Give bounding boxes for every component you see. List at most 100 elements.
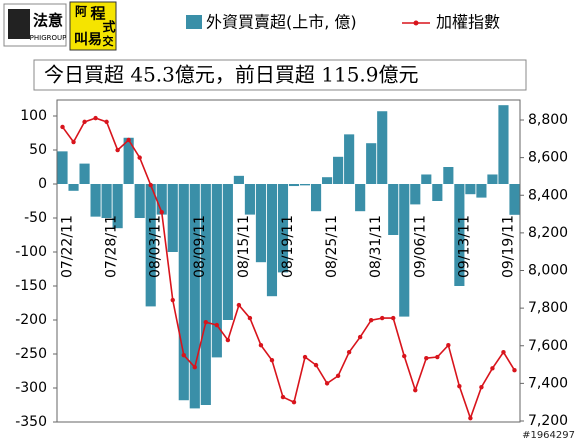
bar [79, 163, 90, 184]
x-tick-label: 08/15/11 [236, 215, 252, 278]
bar [200, 184, 211, 405]
y-tick-label: -250 [15, 346, 47, 362]
index-point [203, 320, 209, 325]
index-point [60, 124, 65, 130]
index-point [280, 394, 286, 400]
index-point [501, 349, 506, 355]
x-tick-label: 08/19/11 [280, 215, 296, 278]
bar [233, 175, 244, 184]
legend: 外資買賣超(上市, 億) 加權指數 [186, 13, 500, 32]
bar [123, 137, 134, 184]
bar [388, 184, 399, 235]
index-point [368, 317, 374, 323]
logo-char: 式 [102, 20, 115, 36]
index-point [148, 182, 153, 188]
bar [498, 105, 509, 184]
logo-right: 阿 程 式 叫 易 交 [69, 1, 117, 51]
bar [189, 184, 200, 409]
index-point [324, 381, 330, 386]
bar [145, 184, 156, 307]
bar [90, 184, 101, 217]
bar [57, 151, 68, 184]
bar [277, 184, 289, 273]
logo-icon [8, 9, 30, 39]
index-point [457, 383, 462, 389]
index-point [391, 315, 396, 321]
index-point [269, 358, 275, 363]
y-tick-label: -300 [15, 380, 47, 396]
index-point [490, 366, 495, 371]
y-tick-label: 50 [29, 142, 47, 158]
bar [101, 184, 112, 218]
bar [344, 134, 355, 184]
y2-tick-label: 8,000 [528, 263, 568, 279]
y2-tick-label: 8,800 [528, 112, 568, 128]
index-point [335, 373, 341, 379]
y-tick-label: -50 [24, 210, 47, 226]
index-line [61, 117, 516, 421]
bar [112, 184, 123, 229]
x-tick-label: 07/22/11 [60, 215, 76, 278]
bar [222, 184, 233, 320]
bar [244, 184, 255, 215]
bar [156, 184, 167, 215]
x-tick-label: 09/19/11 [500, 215, 516, 278]
index-point [82, 119, 87, 125]
logo-frame [69, 1, 117, 51]
y-tick-label: 0 [38, 176, 47, 192]
y2-tick-label: 7,400 [528, 375, 568, 391]
x-tick-label: 07/28/11 [104, 215, 120, 278]
y2-tick-label: 8,400 [528, 187, 568, 203]
logo-text: 法意 [33, 12, 63, 30]
subtitle: 今日買超 45.3億元，前日買超 115.9億元 [44, 63, 419, 87]
index-point [104, 119, 109, 125]
index-point [413, 387, 418, 393]
logo-sub: PHIGROUP [30, 34, 67, 42]
index-point [479, 384, 484, 390]
index-point [115, 147, 120, 153]
index-point [346, 349, 352, 355]
bar [167, 184, 178, 252]
y-tick-label: 100 [20, 108, 47, 124]
bar [255, 184, 267, 263]
index-point [93, 115, 98, 121]
bar [288, 184, 300, 187]
bar [266, 184, 278, 297]
bar [377, 111, 388, 184]
index-point [512, 368, 517, 373]
bar [509, 184, 520, 215]
index-point [402, 353, 407, 359]
index-point [380, 315, 385, 321]
logo-char: 交 [103, 34, 114, 48]
bar [68, 184, 79, 191]
logo-char: 阿 [75, 5, 87, 19]
y2-tick-label: 8,600 [528, 150, 568, 166]
index-point [225, 337, 231, 343]
bar [465, 184, 476, 195]
index-point [192, 364, 197, 370]
legend-dot [413, 20, 419, 26]
bar [333, 156, 344, 184]
bar [310, 184, 322, 212]
y2-tick-label: 8,200 [528, 225, 568, 241]
index-point [357, 334, 363, 340]
bar [443, 167, 454, 184]
bar [454, 184, 465, 286]
x-tick-label: 09/06/11 [412, 215, 428, 278]
bar [421, 174, 432, 184]
y-tick-label: -100 [15, 244, 47, 260]
bar [211, 184, 222, 358]
watermark: #1964297 [522, 430, 575, 441]
index-point [214, 322, 220, 328]
index-point [302, 354, 308, 360]
bar [134, 184, 145, 218]
x-tick-label: 08/31/11 [368, 215, 384, 278]
index-point [137, 155, 142, 160]
legend-swatch [186, 15, 202, 29]
index-point [291, 399, 297, 405]
y-tick-label: -200 [15, 312, 47, 328]
y-tick-label: -350 [15, 414, 47, 430]
index-point [170, 297, 175, 303]
index-point [446, 342, 451, 348]
